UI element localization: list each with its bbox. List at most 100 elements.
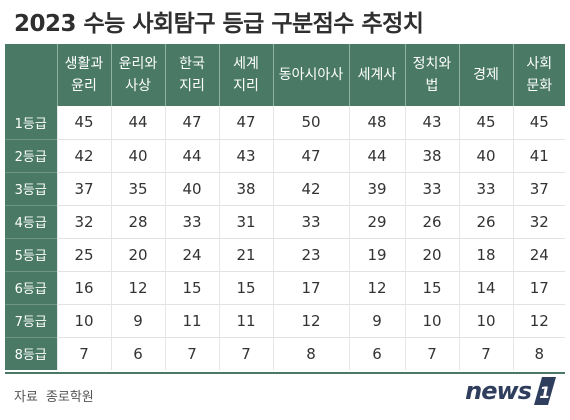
- row-label: 6등급: [5, 270, 57, 304]
- source-value: 종로학원: [45, 390, 94, 405]
- table-row: 5등급 25 20 24 21 23 19 20 18 24: [5, 237, 565, 271]
- score-cell: 32: [56, 204, 111, 238]
- source-caption: 자료 종로학원: [14, 386, 94, 405]
- column-header: 동아시아사: [272, 44, 349, 106]
- score-cell: 33: [164, 204, 219, 238]
- score-cell: 12: [110, 270, 165, 304]
- score-cell: 44: [348, 138, 405, 172]
- column-header: 한국 지리: [164, 44, 219, 106]
- score-cell: 50: [272, 106, 349, 139]
- score-cell: 35: [110, 171, 165, 205]
- score-cell: 18: [458, 237, 513, 271]
- column-header: 정치와 법: [404, 44, 459, 106]
- score-cell: 10: [404, 303, 459, 337]
- score-cell: 12: [272, 303, 349, 337]
- score-cell: 10: [56, 303, 111, 337]
- score-cell: 11: [164, 303, 219, 337]
- row-label: 5등급: [5, 237, 57, 271]
- table-row: 7등급 10 9 11 11 12 9 10 10 12: [5, 303, 565, 337]
- column-header: 세계 지리: [218, 44, 273, 106]
- logo-text: news: [465, 377, 532, 405]
- score-cell: 31: [218, 204, 273, 238]
- news1-logo: news 1: [465, 377, 556, 405]
- score-cell: 28: [110, 204, 165, 238]
- row-label: 4등급: [5, 204, 57, 238]
- score-cell: 14: [458, 270, 513, 304]
- score-cell: 26: [404, 204, 459, 238]
- score-table: 생활과 윤리 윤리와 사상 한국 지리 세계 지리 동아시아사 세계사 정치와 법 경제 …: [5, 44, 565, 372]
- score-cell: 8: [272, 336, 349, 370]
- score-cell: 24: [164, 237, 219, 271]
- row-label: 8등급: [5, 336, 57, 370]
- score-cell: 43: [218, 138, 273, 172]
- table-row: 6등급 16 12 15 15 17 12 15 14 17: [5, 270, 565, 304]
- score-cell: 10: [458, 303, 513, 337]
- row-label: 7등급: [5, 303, 57, 337]
- row-label: 1등급: [5, 106, 57, 139]
- score-cell: 48: [348, 106, 405, 139]
- score-cell: 6: [110, 336, 165, 370]
- score-cell: 45: [458, 106, 513, 139]
- score-cell: 47: [272, 138, 349, 172]
- row-label: 3등급: [5, 171, 57, 205]
- score-cell: 15: [404, 270, 459, 304]
- column-header: 세계사: [348, 44, 405, 106]
- score-cell: 9: [348, 303, 405, 337]
- score-cell: 15: [164, 270, 219, 304]
- score-cell: 6: [348, 336, 405, 370]
- page-title: 2023 수능 사회탐구 등급 구분점수 추정치: [14, 11, 424, 37]
- score-cell: 32: [512, 204, 565, 238]
- score-cell: 7: [218, 336, 273, 370]
- score-cell: 15: [218, 270, 273, 304]
- score-cell: 39: [348, 171, 405, 205]
- score-cell: 9: [110, 303, 165, 337]
- score-cell: 7: [458, 336, 513, 370]
- score-cell: 45: [512, 106, 565, 139]
- column-header: 경제: [458, 44, 513, 106]
- score-cell: 29: [348, 204, 405, 238]
- score-cell: 41: [512, 138, 565, 172]
- score-cell: 37: [56, 171, 111, 205]
- table-row: 4등급 32 28 33 31 33 29 26 26 32: [5, 204, 565, 238]
- score-cell: 37: [512, 171, 565, 205]
- score-cell: 25: [56, 237, 111, 271]
- score-cell: 44: [164, 138, 219, 172]
- score-cell: 47: [164, 106, 219, 139]
- table-row: 2등급 42 40 44 43 47 44 38 40 41: [5, 138, 565, 172]
- score-cell: 17: [272, 270, 349, 304]
- score-cell: 23: [272, 237, 349, 271]
- score-cell: 16: [56, 270, 111, 304]
- score-cell: 33: [458, 171, 513, 205]
- score-cell: 47: [218, 106, 273, 139]
- score-cell: 8: [512, 336, 565, 370]
- score-cell: 20: [110, 237, 165, 271]
- score-cell: 44: [110, 106, 165, 139]
- column-header: 사회 문화: [512, 44, 565, 106]
- score-cell: 17: [512, 270, 565, 304]
- score-cell: 12: [348, 270, 405, 304]
- score-cell: 40: [110, 138, 165, 172]
- score-cell: 40: [164, 171, 219, 205]
- source-label: 자료: [14, 390, 38, 405]
- score-cell: 7: [404, 336, 459, 370]
- row-label: 2등급: [5, 138, 57, 172]
- corner-cell: [5, 44, 57, 106]
- column-header: 생활과 윤리: [56, 44, 111, 106]
- table-row: 1등급 45 44 47 47 50 48 43 45 45: [5, 106, 565, 139]
- logo-badge-text: 1: [539, 383, 550, 402]
- score-cell: 26: [458, 204, 513, 238]
- score-cell: 7: [164, 336, 219, 370]
- score-cell: 19: [348, 237, 405, 271]
- score-cell: 7: [56, 336, 111, 370]
- score-cell: 33: [272, 204, 349, 238]
- table-row: 8등급 7 6 7 7 8 6 7 7 8: [5, 336, 565, 370]
- score-cell: 43: [404, 106, 459, 139]
- column-header: 윤리와 사상: [110, 44, 165, 106]
- score-cell: 12: [512, 303, 565, 337]
- score-cell: 42: [272, 171, 349, 205]
- score-cell: 33: [404, 171, 459, 205]
- score-cell: 21: [218, 237, 273, 271]
- score-cell: 38: [404, 138, 459, 172]
- score-cell: 40: [458, 138, 513, 172]
- logo-badge-icon: 1: [534, 377, 556, 405]
